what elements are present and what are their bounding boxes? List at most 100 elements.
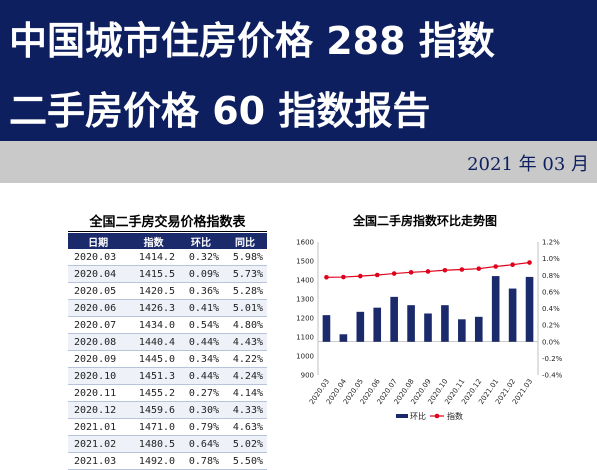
index-point xyxy=(493,264,498,269)
mom-bar xyxy=(356,311,365,342)
index-point xyxy=(476,266,482,271)
header-index: 指数 xyxy=(128,233,180,249)
table-title: 全国二手房交易价格指数表 xyxy=(89,215,246,230)
cell-date: 2020.06 xyxy=(68,299,129,317)
left-tick-label: 1200 xyxy=(296,315,314,323)
index-point xyxy=(442,267,448,273)
cell-date: 2020.03 xyxy=(68,249,129,266)
index-point xyxy=(341,274,346,280)
right-tick-label: 0.4% xyxy=(542,305,560,313)
report-date: 2021 年 03 月 xyxy=(467,154,589,175)
mom-bar xyxy=(390,296,398,342)
cell-index: 1414.2 xyxy=(128,249,180,266)
cell-index: 1420.5 xyxy=(128,282,180,300)
header-yoy: 同比 xyxy=(223,233,267,249)
cell-yoy: 4.80% xyxy=(223,316,267,334)
index-point xyxy=(324,275,329,280)
table-row: 2020.12 1459.6 0.30% 4.33% xyxy=(68,401,267,419)
header-banner: 中国城市住房价格 288 指数 二手房价格 60 指数报告 xyxy=(0,0,597,141)
left-tick-label: 1500 xyxy=(296,258,314,266)
mom-bar xyxy=(491,276,500,342)
legend-label-index: 指数 xyxy=(447,411,463,421)
right-tick-label: 0.8% xyxy=(542,272,560,280)
table-row: 2020.05 1420.5 0.36% 5.28% xyxy=(68,282,267,300)
cell-yoy: 5.73% xyxy=(223,265,267,283)
legend-swatch-bar xyxy=(396,414,408,418)
table-row: 2020.08 1440.4 0.44% 4.43% xyxy=(68,333,267,351)
cell-mom: 0.64% xyxy=(179,435,223,453)
cell-yoy: 4.24% xyxy=(223,367,267,385)
cell-yoy: 4.33% xyxy=(223,401,267,419)
left-tick-label: 900 xyxy=(301,372,314,380)
right-tick-label: 1.2% xyxy=(542,239,560,247)
cell-date: 2020.12 xyxy=(68,401,129,419)
cell-index: 1455.2 xyxy=(128,384,180,402)
cell-index: 1459.6 xyxy=(128,401,180,419)
cell-mom: 0.34% xyxy=(179,350,223,368)
cell-mom: 0.30% xyxy=(179,401,223,419)
mom-bar xyxy=(508,288,517,342)
right-tick-label: 0.0% xyxy=(542,338,560,346)
cell-yoy: 5.28% xyxy=(223,282,267,300)
cell-date: 2021.02 xyxy=(68,435,129,453)
cell-index: 1451.3 xyxy=(128,367,180,385)
index-point xyxy=(408,270,414,275)
cell-mom: 0.54% xyxy=(179,316,223,334)
mom-bar xyxy=(525,276,534,342)
cell-date: 2020.09 xyxy=(68,350,129,368)
cell-date: 2020.10 xyxy=(68,367,129,385)
cell-mom: 0.41% xyxy=(179,299,223,317)
mom-bar xyxy=(474,316,483,342)
cell-yoy: 4.22% xyxy=(223,350,267,368)
left-tick-label: 1000 xyxy=(296,353,314,361)
header-date: 日期 xyxy=(68,233,129,249)
header-mom: 环比 xyxy=(179,233,223,249)
date-band: 2021 年 03 月 xyxy=(0,141,597,183)
cell-date: 2020.11 xyxy=(68,384,129,402)
index-point xyxy=(358,273,363,279)
right-tick-label: -0.4% xyxy=(542,372,563,380)
right-tick-label: 1.0% xyxy=(542,255,560,263)
cell-index: 1426.3 xyxy=(128,299,180,317)
report-title-line1: 中国城市住房价格 288 指数 xyxy=(9,19,495,63)
left-tick-label: 1300 xyxy=(296,296,314,304)
mom-bar xyxy=(458,319,466,342)
chart-title: 全国二手房指数环比走势图 xyxy=(352,214,497,228)
trend-chart: 900 1000 1100 1200 1300 1400 1500 1600 -0.4% -0.2… xyxy=(296,239,563,422)
index-point xyxy=(459,267,465,272)
index-table: 日期 指数 环比 同比 2020.03 1414.2 0.32% 5.98% 2020.… xyxy=(68,233,267,470)
index-point xyxy=(425,269,431,274)
cell-index: 1440.4 xyxy=(128,333,180,351)
table-header-row: 日期 指数 环比 同比 xyxy=(68,233,267,249)
cell-mom: 0.27% xyxy=(179,384,223,402)
cell-date: 2020.08 xyxy=(68,333,129,351)
table-row: 2020.09 1445.0 0.34% 4.22% xyxy=(68,350,267,368)
table-row: 2020.07 1434.0 0.54% 4.80% xyxy=(68,316,267,334)
cell-date: 2020.07 xyxy=(68,316,129,334)
mom-bar xyxy=(339,334,348,342)
left-tick-label: 1100 xyxy=(296,334,314,342)
table-row: 2020.11 1455.2 0.27% 4.14% xyxy=(68,384,267,402)
table-row: 2021.01 1471.0 0.79% 4.63% xyxy=(68,418,267,436)
legend-label-mom: 环比 xyxy=(410,411,426,421)
cell-mom: 0.79% xyxy=(179,418,223,436)
cell-index: 1471.0 xyxy=(128,418,180,436)
cell-yoy: 5.01% xyxy=(223,299,267,317)
table-row: 2021.03 1492.0 0.78% 5.50% xyxy=(68,452,267,470)
index-point xyxy=(391,271,397,276)
table-row: 2020.03 1414.2 0.32% 5.98% xyxy=(68,249,267,266)
legend-swatch-point xyxy=(434,413,440,419)
cell-mom: 0.36% xyxy=(179,282,223,300)
report-title-line2: 二手房价格 60 指数报告 xyxy=(9,89,431,133)
cell-date: 2021.01 xyxy=(68,418,129,436)
cell-index: 1434.0 xyxy=(128,316,180,334)
mom-bar xyxy=(407,305,415,342)
index-point xyxy=(510,262,515,268)
right-tick-label: 0.6% xyxy=(542,288,560,296)
cell-index: 1480.5 xyxy=(128,435,180,453)
cell-yoy: 5.98% xyxy=(223,249,267,266)
table-row: 2021.02 1480.5 0.64% 5.02% xyxy=(68,435,267,453)
cell-mom: 0.44% xyxy=(179,367,223,385)
left-tick-label: 1600 xyxy=(296,239,314,247)
cell-mom: 0.44% xyxy=(179,333,223,351)
